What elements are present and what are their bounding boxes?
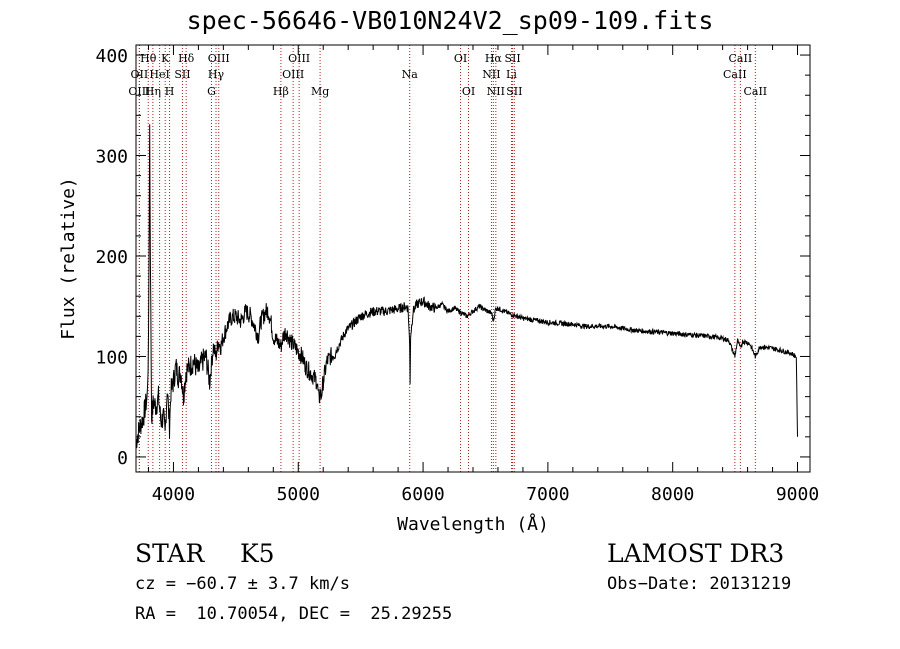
line-label: Hα bbox=[485, 52, 503, 65]
chart-title: spec-56646-VB010N24V2_sp09-109.fits bbox=[186, 6, 714, 35]
line-label: NII bbox=[487, 85, 505, 98]
y-tick-label: 200 bbox=[95, 247, 128, 268]
spectrum-line bbox=[135, 124, 798, 449]
line-label: OIII bbox=[282, 68, 304, 81]
line-label: Hθ bbox=[140, 52, 157, 65]
line-label: OI bbox=[454, 52, 467, 65]
object-subclass: K5 bbox=[240, 539, 275, 568]
line-label: CaII bbox=[729, 52, 753, 65]
y-tick-label: 400 bbox=[95, 46, 128, 67]
line-label: SII bbox=[506, 85, 522, 98]
line-label: CaII bbox=[723, 68, 747, 81]
x-tick-label: 7000 bbox=[526, 484, 569, 505]
object-class: STAR bbox=[135, 539, 205, 568]
line-label: CaII bbox=[743, 85, 767, 98]
line-label: Hη bbox=[145, 85, 161, 98]
redshift-text: cz = −60.7 ± 3.7 km/s bbox=[135, 574, 350, 594]
line-label: SII bbox=[504, 52, 520, 65]
x-tick-label: 4000 bbox=[152, 484, 195, 505]
line-label: OII bbox=[131, 68, 149, 81]
x-axis-label: Wavelength (Å) bbox=[397, 513, 549, 535]
y-tick-label: 100 bbox=[95, 347, 128, 368]
y-tick-label: 0 bbox=[117, 448, 128, 469]
x-tick-label: 8000 bbox=[651, 484, 694, 505]
line-label: Li bbox=[506, 68, 517, 81]
line-label: NII bbox=[482, 68, 500, 81]
line-label: SII bbox=[174, 68, 190, 81]
survey-name: LAMOST DR3 bbox=[607, 539, 785, 568]
line-label: Mg bbox=[311, 85, 329, 98]
coordinates: RA = 10.70054, DEC = 25.29255 bbox=[135, 604, 453, 624]
line-label: OIII bbox=[208, 52, 230, 65]
x-tick-label: 9000 bbox=[776, 484, 819, 505]
x-tick-label: 5000 bbox=[277, 484, 320, 505]
line-label: G bbox=[207, 85, 216, 98]
line-label: OIII bbox=[288, 52, 310, 65]
x-tick-label: 6000 bbox=[401, 484, 444, 505]
line-label: OI bbox=[462, 85, 475, 98]
line-label: H bbox=[165, 85, 175, 98]
line-label: Na bbox=[402, 68, 419, 81]
line-label: OIII bbox=[128, 85, 150, 98]
y-tick-label: 300 bbox=[95, 147, 128, 168]
y-axis-label: Flux (relative) bbox=[58, 177, 79, 340]
line-label: Hγ bbox=[208, 68, 225, 81]
obs-date: Obs−Date: 20131219 bbox=[607, 574, 792, 594]
line-label: Hβ bbox=[273, 85, 289, 98]
line-label: HeI bbox=[149, 68, 169, 81]
line-label: K bbox=[161, 52, 170, 65]
plot-frame bbox=[135, 44, 811, 473]
line-label: Hδ bbox=[178, 52, 195, 65]
